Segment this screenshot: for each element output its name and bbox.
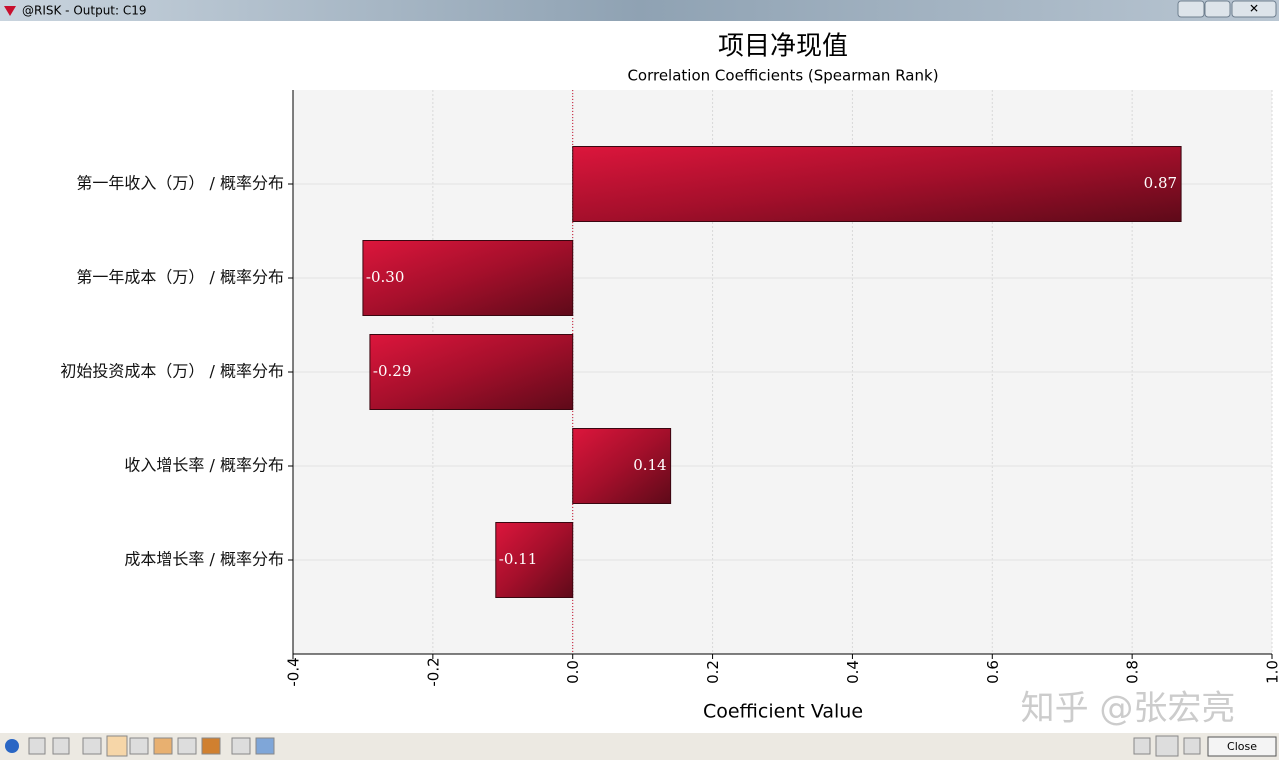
bar	[369, 334, 574, 410]
tool-icon[interactable]	[231, 737, 251, 755]
tool-icon[interactable]	[52, 737, 70, 755]
tool-icon[interactable]	[255, 737, 275, 755]
y-tick-label: 第一年收入（万） / 概率分布	[76, 174, 284, 193]
x-tick-label: 0.0	[564, 660, 582, 684]
chart-title: 项目净现值	[718, 32, 848, 62]
bar	[495, 522, 574, 598]
bar	[572, 146, 1182, 222]
tool-icon[interactable]	[177, 737, 197, 755]
x-tick-label: -0.2	[424, 657, 442, 686]
view-button[interactable]	[1155, 735, 1179, 757]
close-button-label: Close	[1227, 740, 1257, 753]
x-tick-label: 0.8	[1124, 660, 1142, 684]
minimize-button[interactable]	[1177, 0, 1205, 18]
tornado-icon[interactable]	[106, 735, 128, 757]
x-tick-label: -0.4	[285, 657, 303, 686]
close-button[interactable]	[1207, 736, 1277, 757]
data-label: -0.29	[373, 362, 411, 380]
data-label: -0.30	[366, 268, 404, 286]
x-axis-label: Coefficient Value	[703, 701, 863, 723]
tool-icon[interactable]	[28, 737, 46, 755]
app-icon	[4, 6, 16, 16]
y-tick-label: 第一年成本（万） / 概率分布	[76, 268, 284, 287]
prev-button[interactable]	[1133, 737, 1151, 755]
bar	[572, 428, 672, 504]
tool-icon[interactable]	[82, 737, 102, 755]
tool-icon[interactable]	[153, 737, 173, 755]
chart-subtitle: Correlation Coefficients (Spearman Rank)	[627, 67, 938, 85]
data-label: 0.87	[1144, 174, 1177, 192]
watermark: 知乎 @张宏亮	[1021, 689, 1236, 729]
data-label: -0.11	[499, 550, 537, 568]
close-window-button[interactable]	[1231, 0, 1277, 18]
maximize-button[interactable]	[1204, 0, 1231, 18]
x-tick-label: 0.6	[984, 660, 1002, 684]
tool-icon[interactable]	[201, 737, 221, 755]
close-x: ✕	[1249, 2, 1259, 16]
bar	[362, 240, 574, 316]
tool-icon[interactable]	[129, 737, 149, 755]
next-button[interactable]	[1183, 737, 1201, 755]
window-title: @RISK - Output: C19	[22, 4, 147, 18]
y-tick-label: 成本增长率 / 概率分布	[124, 550, 284, 569]
x-tick-label: 1.0	[1264, 660, 1279, 684]
help-icon[interactable]	[5, 739, 19, 753]
x-tick-label: 0.4	[844, 660, 862, 684]
y-tick-label: 收入增长率 / 概率分布	[124, 456, 284, 475]
x-tick-label: 0.2	[704, 660, 722, 684]
toolbar-icons	[5, 735, 1277, 757]
title-bar	[0, 0, 1279, 21]
data-label: 0.14	[633, 456, 666, 474]
y-tick-label: 初始投资成本（万） / 概率分布	[60, 362, 284, 381]
